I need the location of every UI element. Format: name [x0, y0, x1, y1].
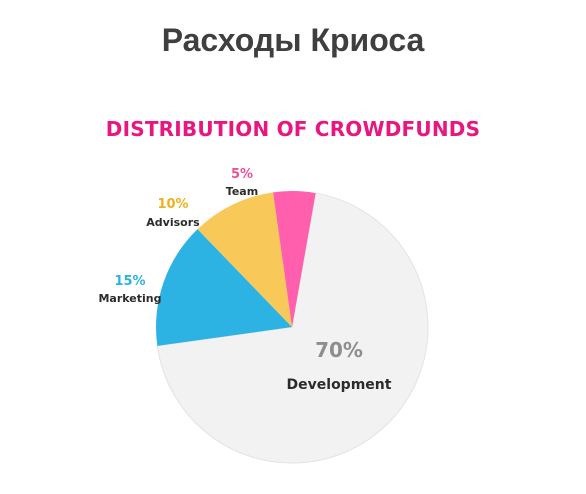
- pie-slice-advisors: [197, 192, 292, 327]
- slice-percent-marketing: 15%: [114, 274, 145, 289]
- slice-name-development: Development: [287, 377, 392, 393]
- pie-slices: [156, 191, 429, 464]
- pie-slice-marketing: [156, 229, 292, 346]
- chart-title: DISTRIBUTION OF CROWDFUNDS: [105, 117, 481, 141]
- slice-name-marketing: Marketing: [98, 292, 161, 305]
- pie-slice-development: [156, 192, 429, 464]
- page-title: Расходы Криоса: [161, 22, 425, 58]
- pie-labels: 70% Development 15% Marketing 10% Advisors 5% T…: [98, 167, 391, 393]
- slice-percent-team: 5%: [231, 167, 253, 182]
- slice-name-team: Team: [226, 185, 258, 198]
- slice-name-advisors: Advisors: [146, 216, 200, 229]
- slice-percent-advisors: 10%: [157, 197, 188, 212]
- slice-percent-development: 70%: [315, 338, 363, 362]
- pie-slice-team: [273, 191, 316, 327]
